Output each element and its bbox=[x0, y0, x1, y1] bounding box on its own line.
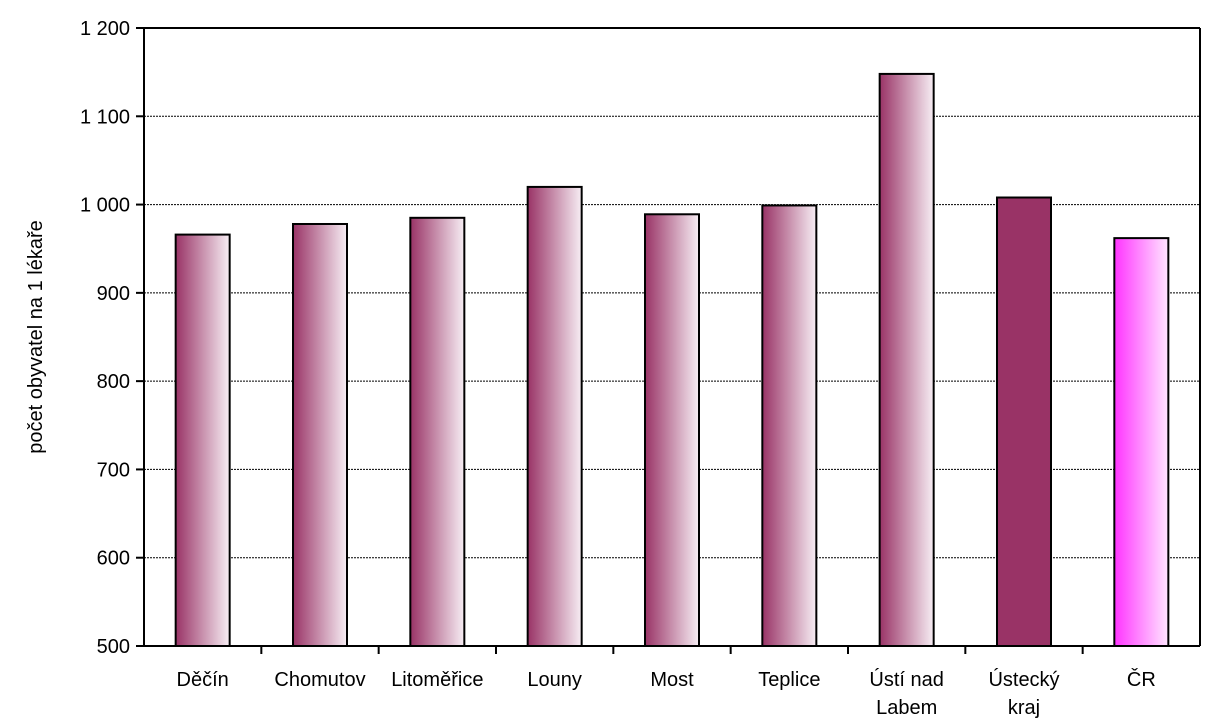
y-tick-label: 1 200 bbox=[80, 18, 130, 40]
bar bbox=[1113, 237, 1170, 647]
bar bbox=[996, 196, 1052, 647]
y-tick-label: 800 bbox=[97, 371, 130, 393]
x-tick-label: Chomutov bbox=[274, 669, 365, 691]
y-tick-label: 1 100 bbox=[80, 106, 130, 128]
bar bbox=[292, 222, 348, 647]
y-tick-label: 900 bbox=[97, 283, 130, 305]
y-axis-label: počet obyvatel na 1 lékaře bbox=[25, 220, 47, 454]
x-tick-label: Most bbox=[650, 669, 694, 691]
x-tick-label: Litoměřice bbox=[391, 669, 483, 691]
x-tick-label: Děčín bbox=[177, 669, 229, 691]
y-tick-label: 700 bbox=[97, 459, 130, 481]
x-tick-label: Ústí nad Labem bbox=[869, 668, 943, 719]
bar bbox=[644, 213, 700, 647]
bar bbox=[526, 185, 583, 648]
y-tick-label: 500 bbox=[97, 636, 130, 658]
y-tick-label: 600 bbox=[97, 548, 130, 570]
tick-labels: 500 600 700 800 900 1 000 1 100 1 200 Děčín Chomu… bbox=[80, 18, 1156, 719]
x-tick-label: Ústecký kraj bbox=[988, 668, 1059, 719]
bars bbox=[174, 72, 1170, 648]
y-tick-label: 1 000 bbox=[80, 195, 130, 217]
x-tick-label: Louny bbox=[527, 669, 582, 691]
bar bbox=[878, 72, 935, 647]
x-tick-label: Teplice bbox=[758, 669, 820, 691]
x-tick-label: ČR bbox=[1127, 668, 1156, 691]
axes bbox=[136, 27, 1201, 654]
bar bbox=[409, 216, 466, 647]
bar bbox=[174, 233, 231, 648]
bar bbox=[761, 204, 818, 647]
